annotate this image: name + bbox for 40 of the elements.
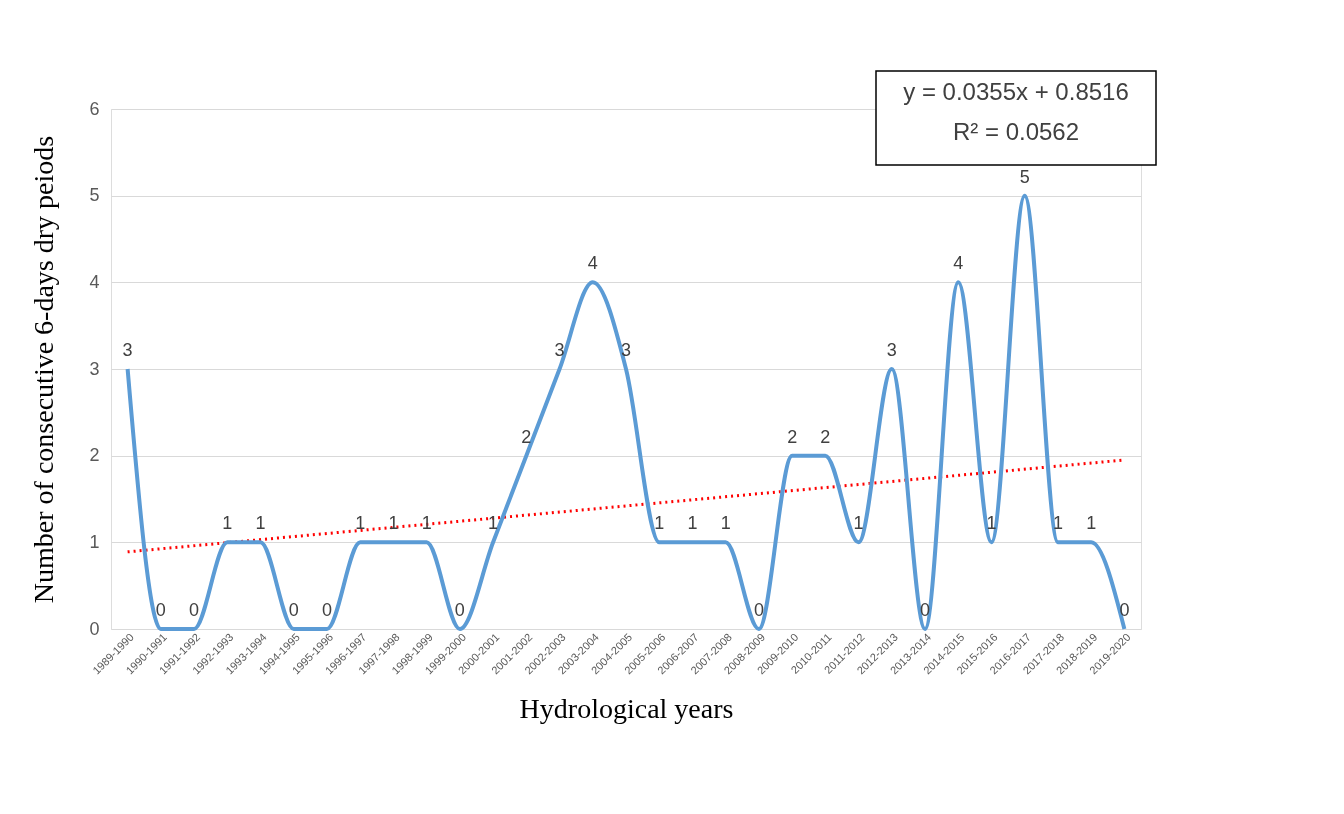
data-label: 3 — [886, 340, 897, 360]
data-label: 0 — [155, 600, 166, 620]
y-tick-label: 0 — [89, 618, 100, 639]
data-label: 1 — [687, 513, 698, 534]
data-label: 0 — [454, 600, 465, 620]
y-tick-label: 3 — [89, 358, 100, 379]
data-label: 3 — [620, 340, 632, 360]
data-label: 1 — [355, 513, 366, 534]
data-label: 2 — [521, 426, 532, 447]
data-label: 0 — [288, 600, 299, 620]
data-label: 0 — [189, 600, 200, 620]
data-label: 0 — [1119, 600, 1130, 620]
data-label: 1 — [222, 513, 233, 534]
data-label: 0 — [321, 600, 332, 620]
data-label: 1 — [421, 513, 432, 534]
data-label: 1 — [255, 513, 266, 534]
data-label: 1 — [1086, 513, 1097, 534]
data-label: 4 — [953, 253, 964, 274]
data-label: 3 — [122, 340, 133, 360]
x-axis-title: Hydrological years — [519, 693, 734, 725]
data-label: 0 — [753, 600, 764, 620]
data-label: 1 — [1052, 513, 1063, 534]
text: y = 0.0355x + 0.8516 — [903, 78, 1129, 105]
y-tick-label: 1 — [89, 531, 100, 552]
y-tick-label: 6 — [89, 98, 100, 119]
annotation: R² = 0.0562 — [952, 118, 1080, 145]
data-label: 3 — [554, 340, 565, 360]
y-tick-label: 4 — [89, 271, 100, 292]
data-label: 1 — [654, 513, 665, 534]
y-tick-label: 5 — [89, 185, 100, 206]
data-label: 1 — [720, 513, 731, 534]
data-label: 2 — [820, 426, 831, 447]
data-label: 1 — [488, 513, 499, 534]
data-label: 1 — [853, 513, 864, 534]
data-label: 5 — [1019, 166, 1030, 187]
y-tick-label: 2 — [89, 445, 100, 466]
line-series — [125, 193, 1127, 631]
data-label: 2 — [787, 426, 798, 447]
data-label: 4 — [587, 253, 598, 274]
y-axis-title: Number of consecutive 6-days dry peiods — [28, 135, 60, 604]
